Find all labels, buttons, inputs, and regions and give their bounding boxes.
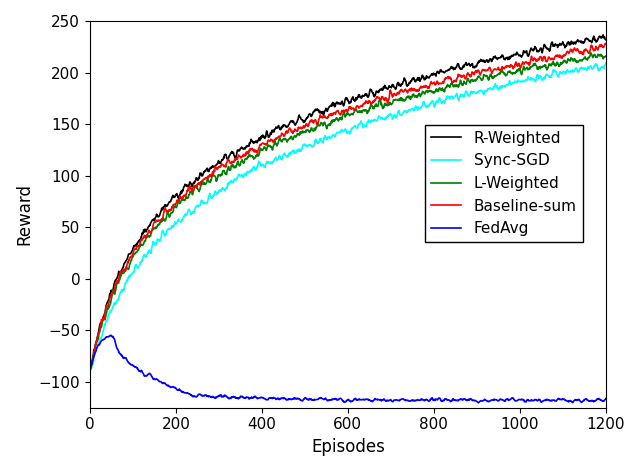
Line: FedAvg: FedAvg: [90, 335, 605, 403]
Baseline-sum: [260, 141, 268, 146]
R-Weighted: [358, 95, 365, 101]
FedAvg: [107, 333, 115, 338]
Sync-SGD: [260, 164, 268, 170]
L-Weighted: [86, 360, 94, 366]
R-Weighted: [156, 213, 163, 219]
Sync-SGD: [173, 219, 181, 225]
L-Weighted: [260, 145, 268, 151]
Baseline-sum: [368, 101, 376, 106]
Line: Baseline-sum: Baseline-sum: [90, 43, 605, 368]
Sync-SGD: [368, 117, 376, 123]
FedAvg: [475, 400, 483, 406]
R-Weighted: [260, 135, 268, 141]
L-Weighted: [602, 53, 609, 59]
Y-axis label: Reward: Reward: [15, 183, 33, 245]
L-Weighted: [87, 362, 95, 368]
R-Weighted: [87, 363, 95, 368]
Sync-SGD: [357, 118, 365, 124]
R-Weighted: [86, 362, 94, 367]
Baseline-sum: [602, 41, 609, 46]
L-Weighted: [369, 104, 376, 109]
Baseline-sum: [155, 217, 163, 223]
R-Weighted: [599, 32, 607, 38]
Line: R-Weighted: R-Weighted: [90, 35, 605, 365]
FedAvg: [310, 397, 318, 402]
FedAvg: [602, 396, 609, 401]
Baseline-sum: [86, 365, 94, 371]
Sync-SGD: [86, 369, 94, 374]
X-axis label: Episodes: Episodes: [311, 438, 385, 456]
Baseline-sum: [310, 119, 317, 125]
FedAvg: [173, 388, 181, 393]
L-Weighted: [358, 108, 365, 114]
R-Weighted: [310, 108, 318, 114]
FedAvg: [260, 396, 268, 402]
Sync-SGD: [602, 60, 609, 66]
Sync-SGD: [155, 237, 163, 243]
L-Weighted: [587, 50, 595, 56]
Line: L-Weighted: L-Weighted: [90, 53, 605, 365]
R-Weighted: [173, 193, 181, 199]
FedAvg: [86, 366, 94, 372]
FedAvg: [369, 399, 376, 405]
FedAvg: [358, 397, 365, 403]
FedAvg: [156, 379, 163, 384]
Baseline-sum: [357, 103, 365, 108]
Baseline-sum: [173, 197, 181, 203]
R-Weighted: [602, 37, 609, 42]
L-Weighted: [156, 221, 163, 227]
Sync-SGD: [310, 143, 317, 149]
R-Weighted: [369, 89, 376, 95]
Legend: R-Weighted, Sync-SGD, L-Weighted, Baseline-sum, FedAvg: R-Weighted, Sync-SGD, L-Weighted, Baseli…: [424, 124, 582, 242]
L-Weighted: [173, 201, 181, 206]
Baseline-sum: [602, 41, 609, 47]
L-Weighted: [310, 125, 318, 131]
Line: Sync-SGD: Sync-SGD: [90, 63, 605, 372]
